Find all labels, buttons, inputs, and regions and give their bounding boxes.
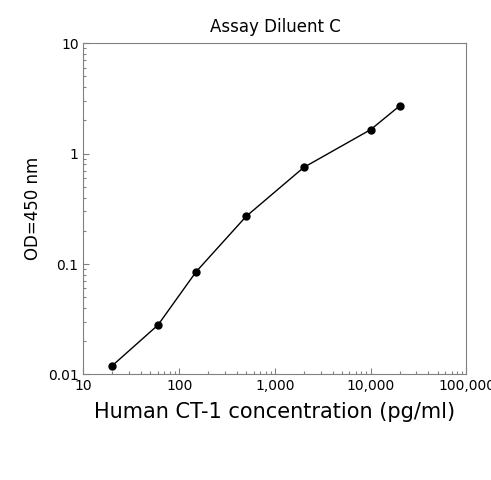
Title: Assay Diluent C: Assay Diluent C (210, 18, 340, 36)
X-axis label: Human CT-1 concentration (pg/ml): Human CT-1 concentration (pg/ml) (94, 402, 456, 421)
Y-axis label: OD=450 nm: OD=450 nm (24, 157, 42, 261)
